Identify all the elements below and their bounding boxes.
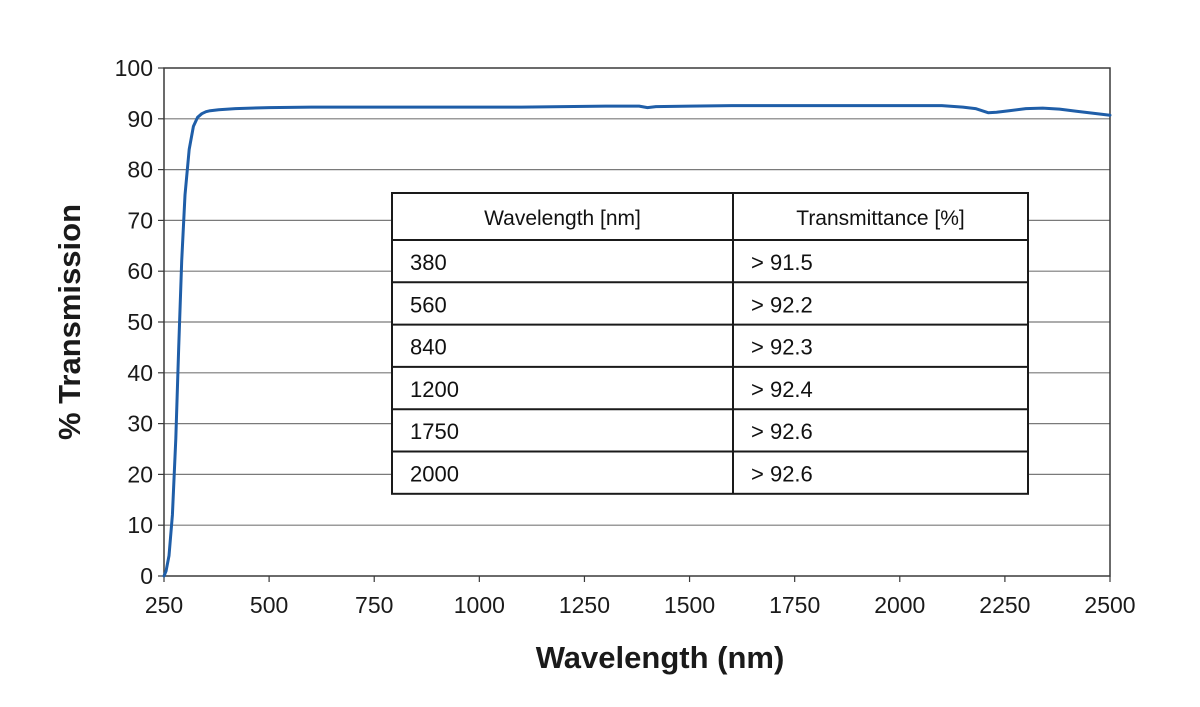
x-tick-label: 1500 [664, 592, 715, 618]
inset-table-cell-wavelength: 380 [410, 250, 447, 275]
x-tick-label: 2250 [979, 592, 1030, 618]
x-axis-ticks: 250 500 750 1000 1250 1500 1750 2000 2250 2500 [145, 576, 1136, 618]
inset-table-frame [391, 192, 1029, 495]
x-axis-title: Wavelength (nm) [536, 640, 785, 675]
x-tick-label: 1750 [769, 592, 820, 618]
inset-table-cell-wavelength: 840 [410, 335, 447, 360]
inset-table-cell-transmittance: > 92.3 [751, 335, 813, 360]
inset-table-cell-wavelength: 1200 [410, 377, 459, 402]
x-tick-label: 500 [250, 592, 288, 618]
x-tick-label: 250 [145, 592, 183, 618]
y-tick-label: 30 [127, 411, 153, 437]
y-axis-ticks: 0 10 20 30 40 50 60 70 80 90 100 [115, 55, 164, 589]
x-tick-label: 1000 [454, 592, 505, 618]
inset-table-cell-wavelength: 560 [410, 292, 447, 317]
y-tick-label: 60 [127, 258, 153, 284]
y-tick-label: 40 [127, 360, 153, 386]
x-tick-label: 2500 [1084, 592, 1135, 618]
inset-table: Wavelength [nm] Transmittance [%] 380 > 91.… [391, 192, 1029, 495]
inset-table-cell-transmittance: > 92.6 [751, 462, 813, 487]
y-tick-label: 70 [127, 207, 153, 233]
inset-table-cell-transmittance: > 91.5 [751, 250, 813, 275]
inset-table-cell-transmittance: > 92.4 [751, 377, 813, 402]
inset-table-cell-transmittance: > 92.6 [751, 419, 813, 444]
y-axis-title: % Transmission [52, 204, 87, 440]
y-tick-label: 50 [127, 309, 153, 335]
y-tick-label: 90 [127, 106, 153, 132]
inset-table-cell-wavelength: 2000 [410, 462, 459, 487]
y-tick-label: 80 [127, 157, 153, 183]
series-line-transmission [162, 104, 1112, 578]
y-tick-label: 100 [115, 55, 153, 81]
y-tick-label: 0 [140, 563, 153, 589]
inset-table-header-transmittance: Transmittance [%] [796, 207, 964, 230]
x-tick-label: 1250 [559, 592, 610, 618]
inset-table-cell-transmittance: > 92.2 [751, 292, 813, 317]
y-tick-label: 10 [127, 512, 153, 538]
inset-table-header-wavelength: Wavelength [nm] [484, 207, 641, 230]
x-tick-label: 2000 [874, 592, 925, 618]
y-tick-label: 20 [127, 461, 153, 487]
inset-table-cell-wavelength: 1750 [410, 419, 459, 444]
x-tick-label: 750 [355, 592, 393, 618]
